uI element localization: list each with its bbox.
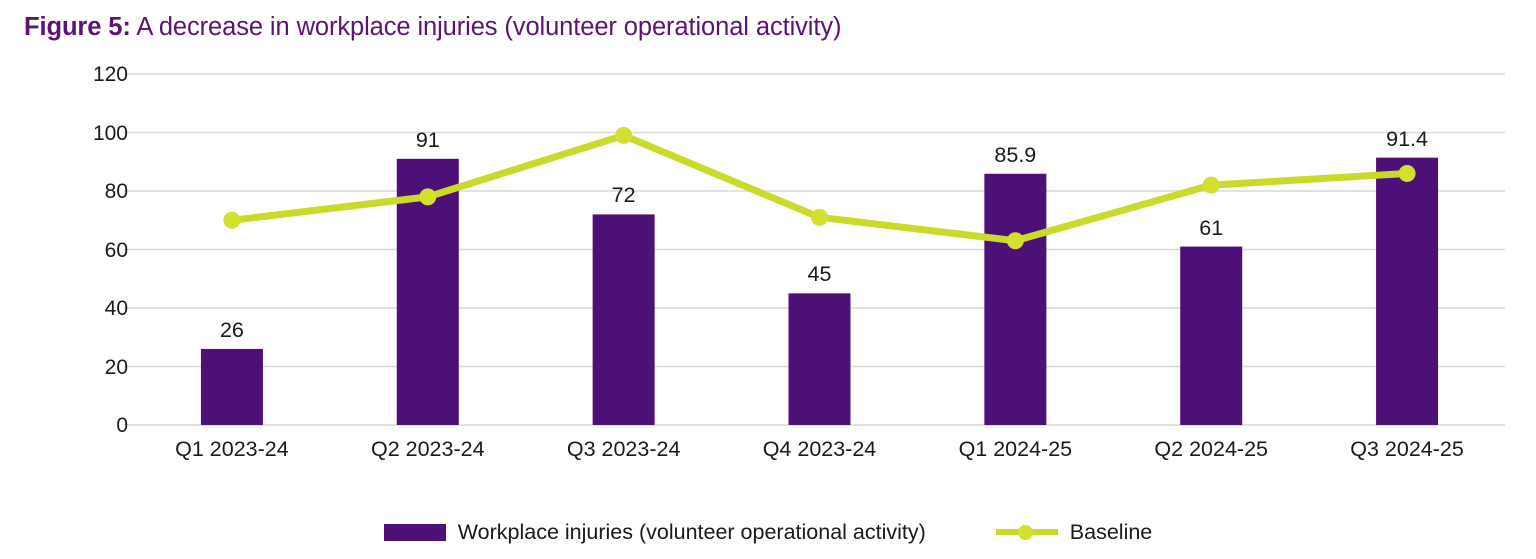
legend-line-marker-icon [1017,525,1033,540]
y-axis-tick-label: 0 [116,414,128,437]
bar [200,348,263,425]
legend-label-bar: Workplace injuries (volunteer operationa… [457,520,926,544]
page-title: Figure 5: A decrease in workplace injuri… [24,8,1424,48]
bar-value-label: 72 [611,183,636,208]
y-axis: 120 100 80 60 40 20 0 [68,50,128,450]
baseline-marker [811,208,828,226]
x-axis-tick-label: Q1 2024-25 [958,437,1073,461]
bar-value-label: 91.4 [1386,126,1428,151]
bar [592,214,655,425]
legend-item-line: Baseline [995,520,1153,544]
x-axis-tick-label: Q3 2024-25 [1350,437,1464,461]
baseline-marker [615,126,633,144]
chart-canvas [124,73,1505,426]
legend-label-line: Baseline [1069,520,1153,544]
bar-value-label: 91 [415,127,440,152]
legend-item-bar: Workplace injuries (volunteer operationa… [383,520,926,544]
bar [788,293,851,425]
y-axis-tick-label: 100 [92,121,128,145]
bar-value-label: 26 [219,317,244,342]
bar [1376,157,1439,425]
y-axis-tick-label: 60 [104,238,128,262]
x-axis-tick-label: Q2 2024-25 [1154,437,1268,461]
y-axis-tick-label: 80 [104,180,128,203]
y-axis-tick-label: 40 [104,297,128,320]
legend: Workplace injuries (volunteer operationa… [0,512,1536,552]
plot-area: 26 91 72 45 85.9 61 91.4 [0,50,1536,450]
bar-series [200,157,1439,425]
legend-bar-swatch-icon [383,523,446,541]
baseline-marker [1202,176,1220,194]
baseline-marker [1398,164,1416,182]
bar [984,173,1047,425]
figure-number-label: Figure 5: [24,13,131,41]
x-axis-tick-label: Q2 2023-24 [370,437,485,461]
bar-value-label: 45 [807,262,832,287]
figure-title-text: A decrease in workplace injuries (volunt… [130,13,842,41]
baseline-marker [419,188,437,206]
x-axis-tick-label: Q4 2023-24 [762,437,877,461]
x-axis-tick-label: Q1 2023-24 [175,437,289,461]
baseline-marker [223,211,241,229]
x-axis-tick-label: Q3 2023-24 [566,437,681,461]
x-axis: Q1 2023-24 Q2 2023-24 Q3 2023-24 Q4 2023-24… [0,435,1536,475]
legend-line-swatch-icon [995,523,1058,541]
y-axis-tick-label: 120 [92,63,128,86]
baseline-markers [223,126,1416,250]
baseline-marker [1006,232,1024,250]
bar [1180,246,1243,425]
y-axis-tick-label: 20 [104,355,128,379]
bar-value-label: 61 [1199,215,1224,240]
bar-value-label: 85.9 [994,142,1037,167]
